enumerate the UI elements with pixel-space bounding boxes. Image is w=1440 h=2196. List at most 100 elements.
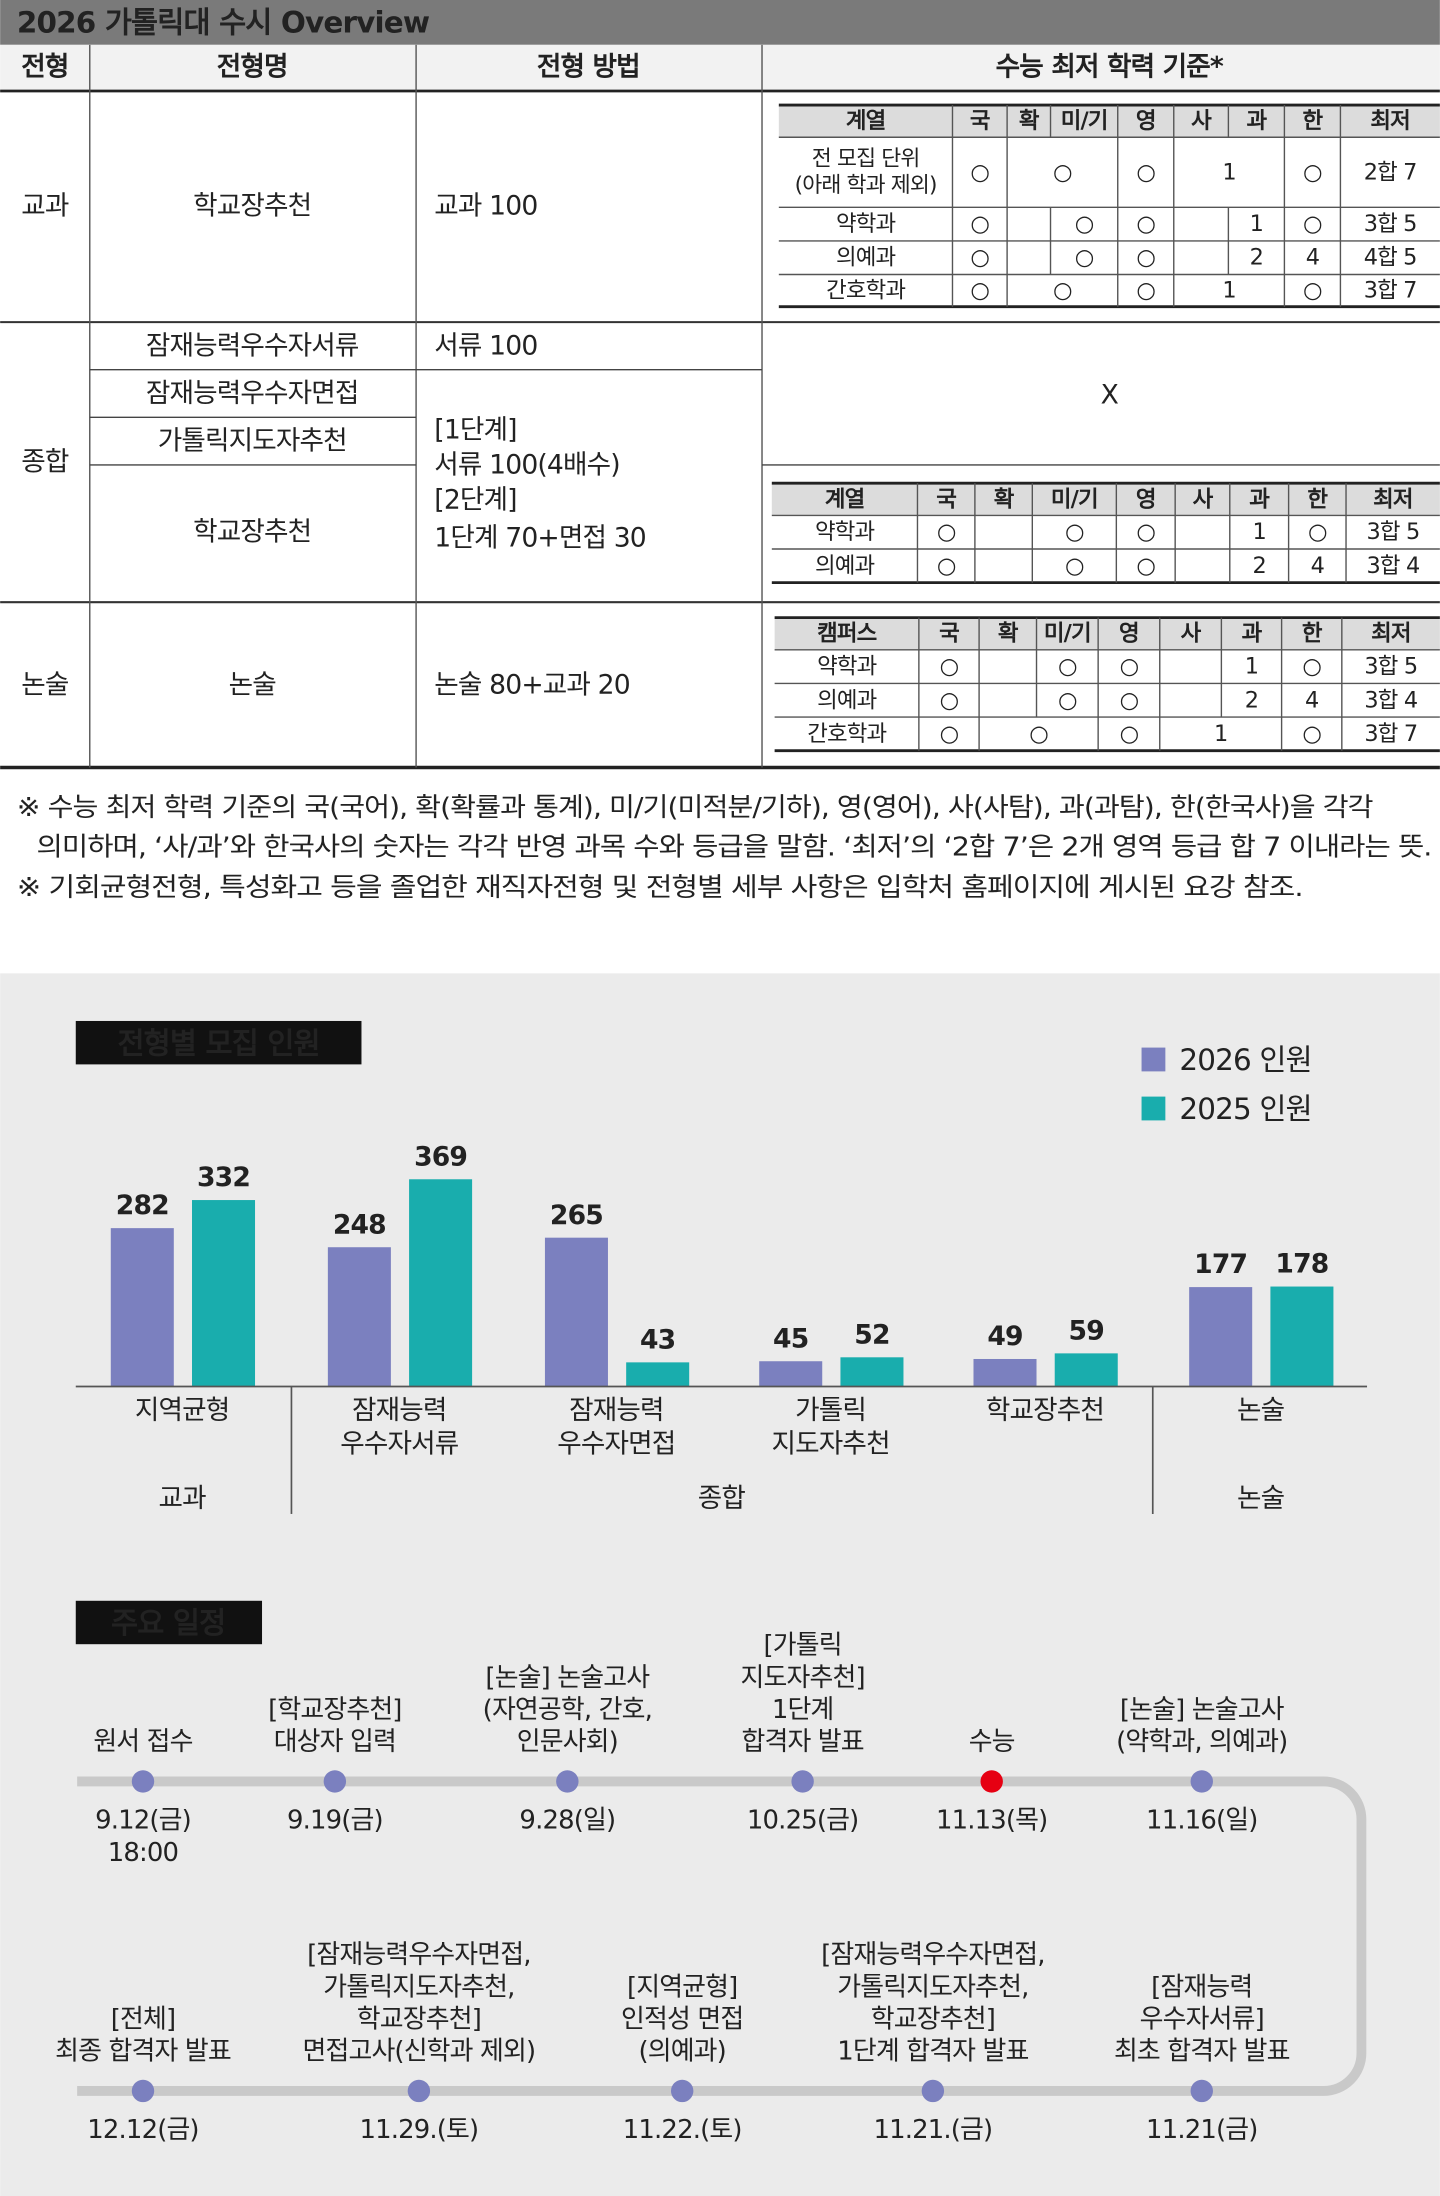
entry-method: 서류 100(4배수) (434, 449, 620, 480)
category-label: 우수자서류 (340, 1428, 459, 1459)
event-label: 최초 합격자 발표 (1114, 2037, 1290, 2067)
event-label: 인문사회) (517, 1727, 618, 1757)
event-label: 학교장추천] (357, 2005, 481, 2035)
criteria-cell: ○ (1029, 721, 1048, 747)
event-date: 11.22.(토) (623, 2115, 742, 2145)
criteria-cell: 4 (1311, 553, 1324, 579)
criteria-cell: ○ (1303, 278, 1322, 304)
event-label: 인적성 면접 (621, 2005, 743, 2035)
criteria-header: 최저 (1370, 108, 1410, 134)
bar (1189, 1287, 1253, 1387)
event-label: 가톨릭지도자추천, (837, 1972, 1028, 2002)
criteria-cell: ○ (1065, 519, 1084, 545)
event-label: 가톨릭지도자추천, (323, 1972, 514, 2002)
criteria-cell: 간호학과 (826, 278, 905, 304)
criteria-cell: 약학과 (836, 211, 896, 237)
timeline-dot (131, 2079, 155, 2103)
criteria-cell: ○ (1136, 211, 1155, 237)
criteria-cell: 3합 5 (1364, 654, 1417, 680)
group-label: 교과 (159, 1483, 207, 1514)
group-type: 교과 (21, 190, 69, 221)
event-date: 18:00 (108, 1838, 178, 1868)
criteria-cell: ○ (937, 553, 956, 579)
criteria-cell: 의예과 (817, 687, 877, 713)
criteria-header: 한 (1307, 486, 1328, 512)
criteria-header: 계열 (846, 108, 886, 134)
criteria-cell: ○ (1136, 519, 1155, 545)
bar (840, 1357, 904, 1387)
entry-name: 잠재능력우수자서류 (146, 330, 359, 361)
criteria-cell: 의예과 (836, 245, 896, 271)
event-label: [논술] 논술고사 (485, 1663, 650, 1693)
criteria-cell: ○ (1053, 278, 1072, 304)
event-date: 11.16(일) (1146, 1806, 1257, 1836)
event-label: 우수자서류] (1140, 2005, 1264, 2035)
criteria-header: 최저 (1373, 486, 1413, 512)
criteria-header: 미/기 (1051, 486, 1098, 512)
bar (409, 1179, 473, 1387)
bar (192, 1200, 256, 1387)
criteria-cell: ○ (1136, 245, 1155, 271)
event-date: 9.28(일) (519, 1806, 615, 1836)
criteria-cell: ○ (1136, 278, 1155, 304)
chart-section-bg (0, 973, 1440, 2196)
criteria-cell: ○ (1302, 721, 1321, 747)
value-label: 43 (640, 1324, 675, 1355)
criteria-cell: 3합 5 (1364, 211, 1417, 237)
event-label: [가톨릭 (764, 1631, 842, 1661)
note: 의미하며, ‘사/과’와 한국사의 숫자는 각각 반영 과목 수와 등급을 말함… (37, 832, 1432, 862)
value-label: 177 (1194, 1249, 1247, 1280)
title-bar (0, 0, 1440, 45)
column-header: 전형 방법 (537, 52, 640, 83)
criteria-cell: 4합 5 (1364, 245, 1417, 271)
event-label: (약학과, 의예과) (1116, 1727, 1287, 1757)
chart-title-bg (75, 1020, 362, 1065)
criteria-cell: 1 (1222, 278, 1235, 304)
legend-swatch (1141, 1047, 1166, 1072)
timeline-dot (921, 2079, 945, 2103)
criteria-header: 국 (939, 621, 959, 647)
criteria-cell: ○ (937, 519, 956, 545)
criteria-cell: 1 (1250, 211, 1263, 237)
criteria-cell: ○ (1058, 654, 1077, 680)
event-date: 11.21(금) (1146, 2115, 1257, 2145)
criteria-cell: ○ (1303, 159, 1322, 185)
criteria-cell: ○ (1053, 159, 1072, 185)
group-label: 종합 (698, 1483, 746, 1514)
entry-method: 교과 100 (434, 190, 537, 221)
group-label: 논술 (1237, 1483, 1285, 1514)
bar (544, 1237, 608, 1387)
event-label: 1단계 합격자 발표 (837, 2037, 1028, 2067)
value-label: 282 (116, 1190, 169, 1221)
event-label: 학교장추천] (871, 2005, 995, 2035)
group-type: 논술 (21, 669, 69, 700)
value-label: 248 (333, 1209, 386, 1240)
criteria-header: 계열 (825, 486, 865, 512)
category-label: 우수자면접 (557, 1428, 675, 1459)
criteria-cell: 2 (1245, 687, 1258, 713)
timeline-dot (131, 1770, 155, 1793)
title: 2026 가톨릭대 수시 Overview (17, 5, 430, 39)
criteria-header: 사 (1191, 108, 1212, 134)
event-label: 지도자추천] (741, 1663, 865, 1693)
event-date: 11.29.(토) (359, 2115, 478, 2145)
legend-swatch (1141, 1096, 1166, 1121)
criteria-cell: 의예과 (815, 553, 875, 579)
criteria-header: 사 (1181, 621, 1202, 647)
event-label: [학교장추천] (268, 1695, 401, 1725)
value-label: 59 (1069, 1315, 1104, 1346)
entry-method: 논술 80+교과 20 (434, 669, 630, 700)
criteria-header: 사 (1193, 486, 1214, 512)
criteria-cell: ○ (1065, 553, 1084, 579)
criteria-cell: 4 (1306, 245, 1319, 271)
event-label: 합격자 발표 (741, 1727, 863, 1757)
criteria-header: 과 (1242, 621, 1263, 647)
criteria-cell: 4 (1305, 687, 1318, 713)
column-header: 전형명 (217, 52, 288, 83)
criteria-none: X (1101, 379, 1119, 410)
entry-method: [2단계] (434, 484, 516, 515)
criteria-cell: ○ (1120, 654, 1139, 680)
event-date: 9.19(금) (287, 1806, 383, 1836)
entry-name: 논술 (229, 669, 277, 700)
